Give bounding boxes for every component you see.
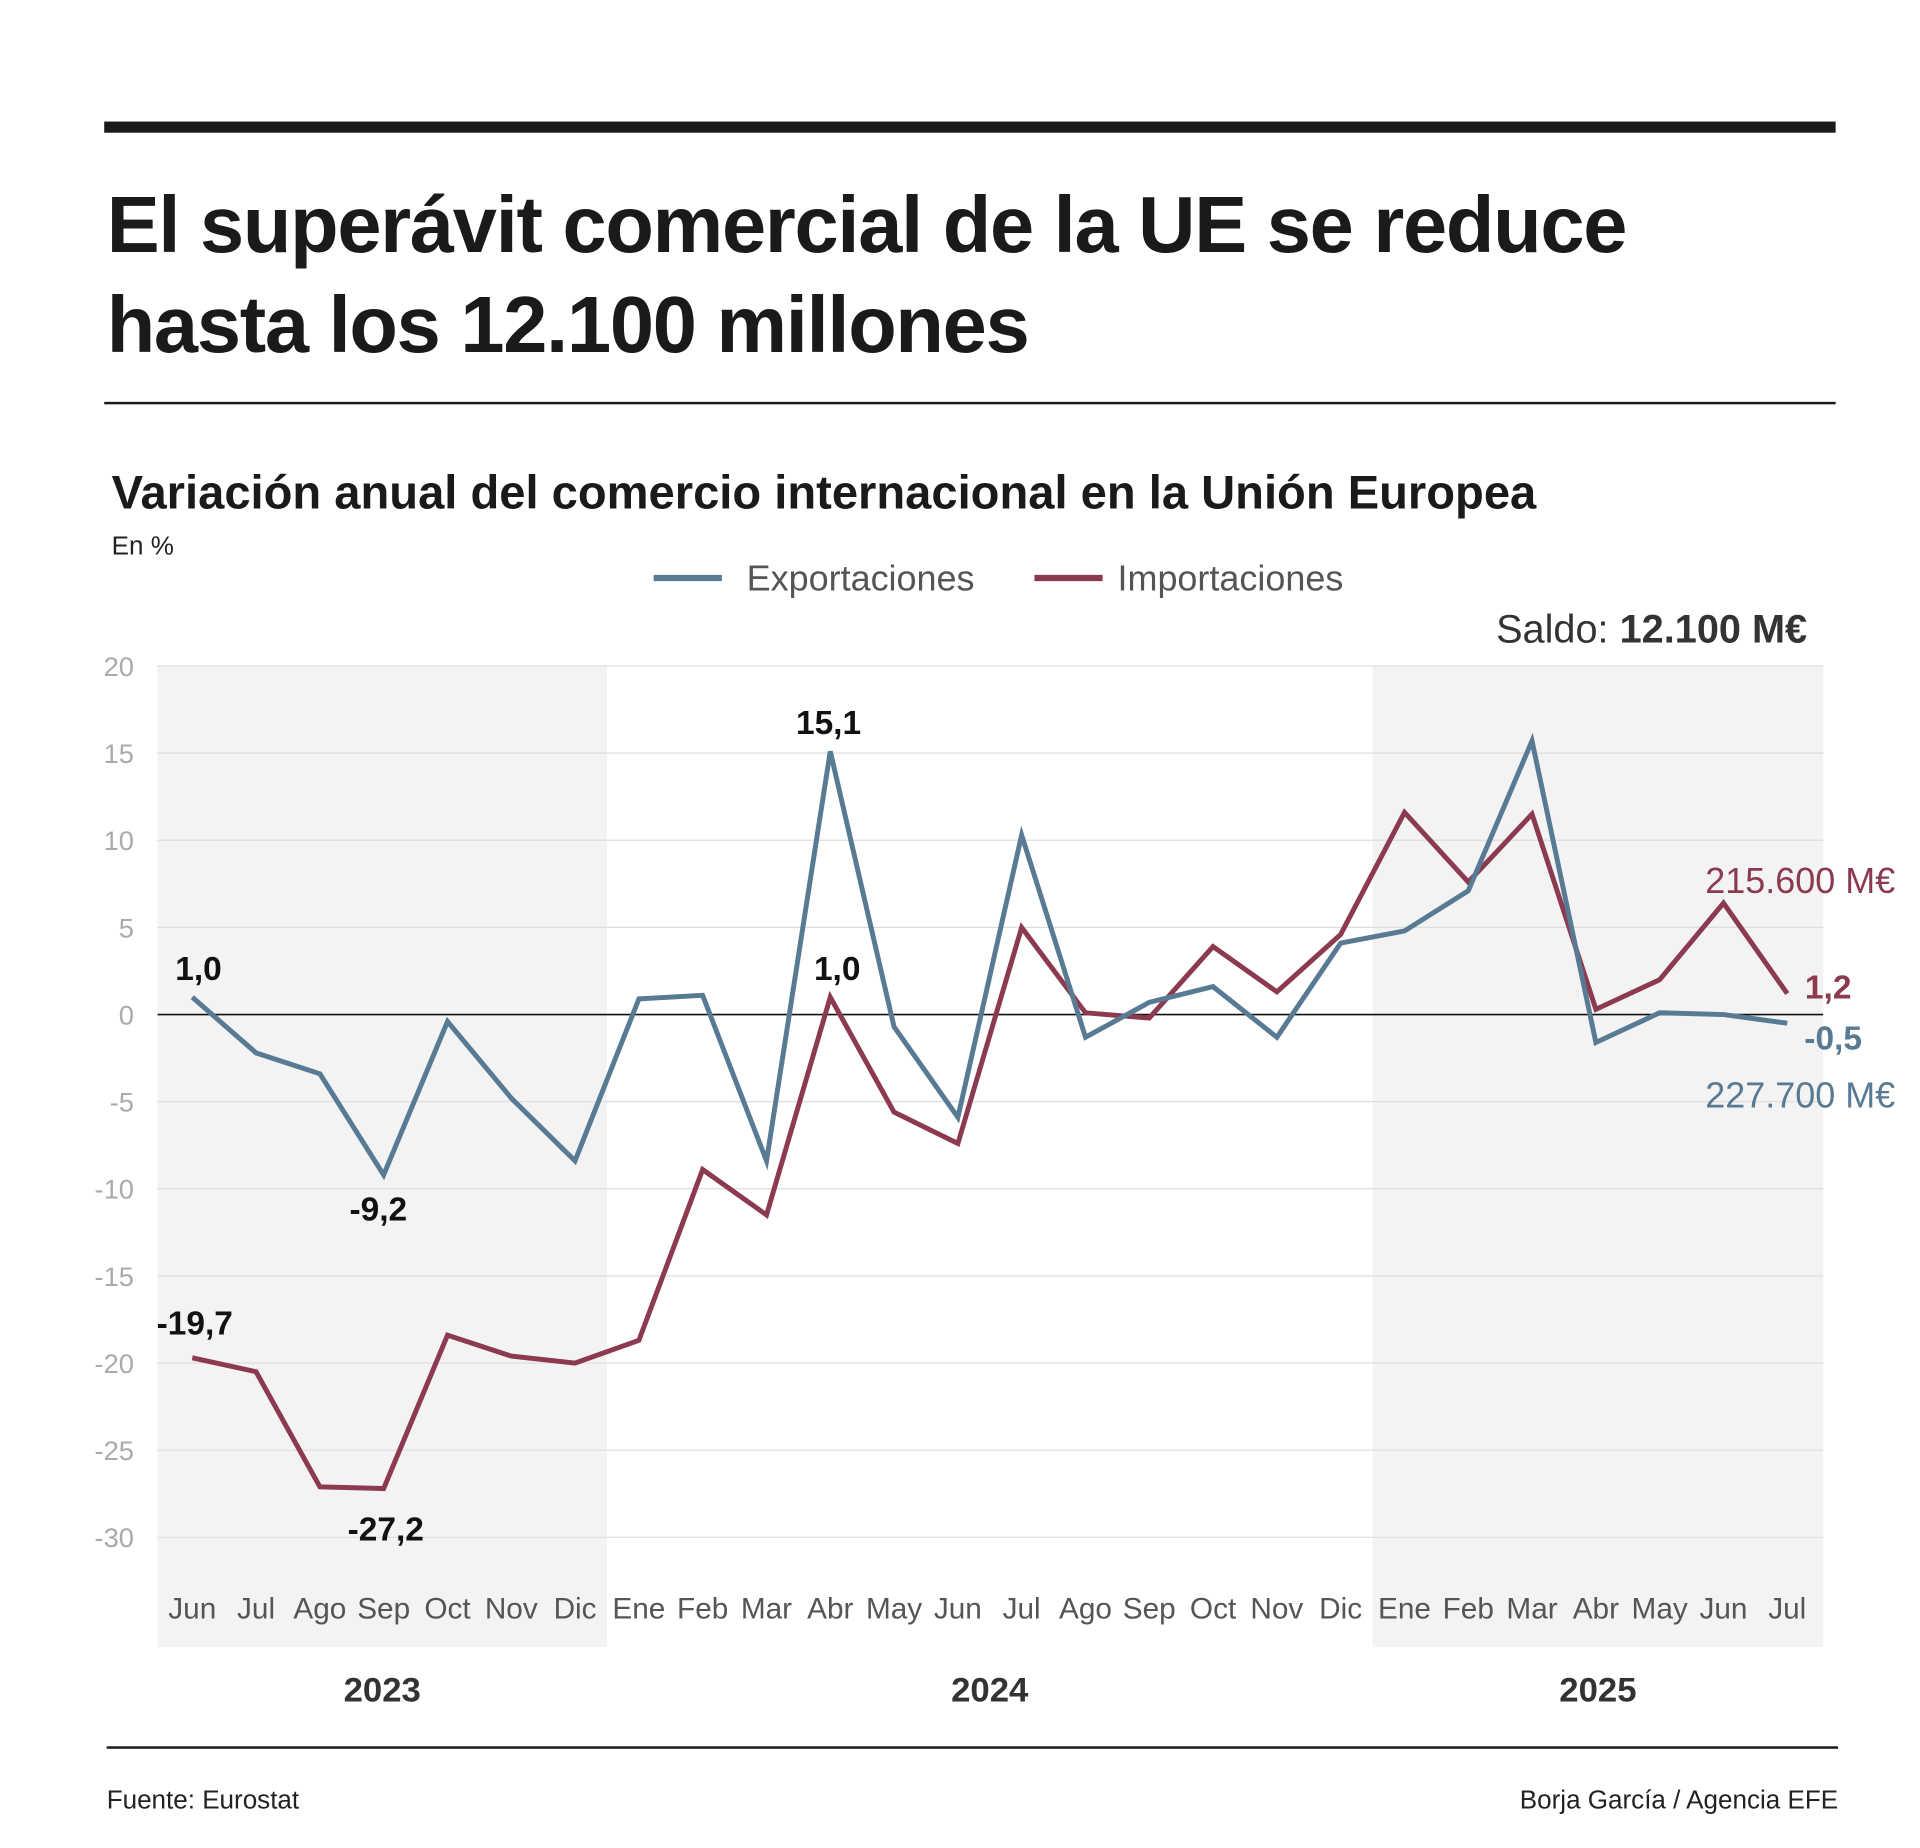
x-tick-label: Jul <box>237 1593 275 1626</box>
x-tick-label: Nov <box>485 1593 538 1626</box>
year-label: 2023 <box>344 1672 421 1710</box>
legend-label-importaciones: Importaciones <box>1118 557 1344 598</box>
headline-line1: El superávit comercial de la UE se reduc… <box>107 180 1626 269</box>
title-divider <box>104 401 1836 405</box>
x-tick-label: May <box>866 1593 922 1626</box>
saldo-label: Saldo: <box>1496 607 1609 651</box>
x-tick-label: Jun <box>934 1593 982 1626</box>
x-tick-label: Ene <box>612 1593 665 1626</box>
label-imp-total: 215.600 M€ <box>1705 860 1895 901</box>
credit: Borja García / Agencia EFE <box>1520 1784 1838 1814</box>
y-tick-label: 10 <box>104 825 134 856</box>
x-tick-label: Oct <box>1190 1593 1237 1626</box>
headline-line2: hasta los 12.100 millones <box>107 280 1029 369</box>
x-tick-label: Jun <box>1699 1593 1747 1626</box>
saldo-value: 12.100 M€ <box>1620 607 1807 651</box>
source: Fuente: Eurostat <box>107 1784 300 1814</box>
x-tick-label: Jul <box>1768 1593 1806 1626</box>
y-tick-label: -10 <box>95 1174 134 1205</box>
year-band-2023 <box>157 666 607 1648</box>
x-tick-label: Jun <box>168 1593 216 1626</box>
label-imp-jun23: -19,7 <box>157 1306 233 1343</box>
x-tick-label: Feb <box>1443 1593 1494 1626</box>
label-exp-jul25: -0,5 <box>1804 1020 1862 1057</box>
year-label: 2025 <box>1559 1672 1636 1710</box>
data-labels: 1,0 -9,2 15,1 -19,7 -27,2 1,0 1,2 -0,5 2… <box>157 705 1896 1548</box>
y-tick-label: -25 <box>95 1435 134 1466</box>
y-tick-label: 5 <box>119 912 134 943</box>
series-line-importaciones <box>191 808 1790 1492</box>
x-tick-label: Mar <box>1506 1593 1557 1626</box>
label-exp-sep23: -9,2 <box>349 1191 407 1228</box>
label-imp-jul25: 1,2 <box>1805 969 1852 1006</box>
footer-divider <box>106 1746 1839 1749</box>
label-exp-total: 227.700 M€ <box>1705 1075 1895 1116</box>
x-tick-label: Oct <box>424 1593 471 1626</box>
x-tick-label: Ago <box>1059 1593 1112 1626</box>
y-unit-label: En % <box>112 530 174 560</box>
label-exp-abr24: 15,1 <box>796 705 861 742</box>
saldo: Saldo: 12.100 M€ <box>1496 607 1807 651</box>
legend: Exportaciones Importaciones <box>653 557 1344 598</box>
y-tick-label: 0 <box>119 999 134 1030</box>
x-tick-label: Nov <box>1250 1593 1303 1626</box>
y-tick-label: 20 <box>104 651 134 682</box>
x-tick-label: Jul <box>1003 1593 1041 1626</box>
x-tick-label: Dic <box>1319 1593 1362 1626</box>
top-rule <box>104 121 1836 133</box>
x-tick-label: Mar <box>741 1593 792 1626</box>
year-band-2025 <box>1372 666 1824 1648</box>
y-tick-label: -20 <box>95 1348 134 1379</box>
x-tick-label: Abr <box>1573 1593 1619 1626</box>
label-imp-abr24: 1,0 <box>814 951 861 988</box>
x-tick-label: Sep <box>1123 1593 1176 1626</box>
y-tick-label: -5 <box>110 1087 134 1118</box>
y-tick-label: -30 <box>95 1522 134 1553</box>
x-tick-label: Dic <box>554 1593 597 1626</box>
x-tick-label: Ago <box>293 1593 346 1626</box>
x-tick-label: Sep <box>357 1593 410 1626</box>
x-tick-label: Ene <box>1378 1593 1431 1626</box>
y-tick-label: 15 <box>104 738 134 769</box>
series-line-exportaciones <box>190 732 1788 1181</box>
y-tick-label: -15 <box>95 1261 134 1292</box>
year-label: 2024 <box>951 1672 1029 1710</box>
x-tick-label: Abr <box>807 1593 853 1626</box>
label-exp-jun23: 1,0 <box>175 951 222 988</box>
label-imp-sep23: -27,2 <box>348 1511 424 1548</box>
x-tick-label: May <box>1632 1593 1688 1626</box>
x-tick-label: Feb <box>677 1593 728 1626</box>
legend-label-exportaciones: Exportaciones <box>747 557 975 598</box>
chart-title: Variación anual del comercio internacion… <box>112 466 1537 519</box>
